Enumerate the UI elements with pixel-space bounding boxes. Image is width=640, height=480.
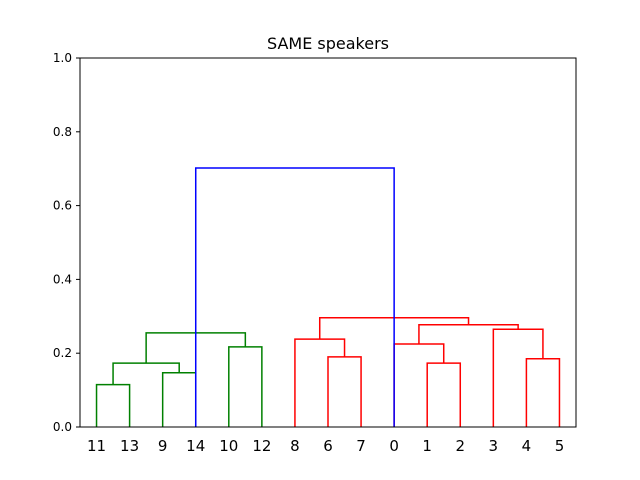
dendrogram-link-9 <box>525 357 561 427</box>
dendrogram-link-13 <box>194 167 395 427</box>
x-tick-label: 8 <box>290 437 300 455</box>
y-tick-label: 0.6 <box>53 199 72 213</box>
x-tick-label: 11 <box>87 437 106 455</box>
x-tick-label: 3 <box>489 437 499 455</box>
dendrogram-link-2 <box>112 362 180 385</box>
y-tick-label: 0.2 <box>53 346 72 360</box>
dendrogram-link-0 <box>95 383 131 427</box>
dendrogram-link-8 <box>393 343 445 427</box>
x-tick-label: 0 <box>389 437 399 455</box>
dendrogram-link-1 <box>161 372 197 427</box>
dendrogram-link-5 <box>327 356 362 427</box>
y-tick-label: 1.0 <box>53 51 72 65</box>
x-axis: 11 13 9 14 10 12 8 6 7 0 1 2 3 4 5 <box>87 437 564 455</box>
dendrogram-links <box>95 167 561 427</box>
dendrogram-link-10 <box>492 328 544 427</box>
dendrogram-link-3 <box>228 346 263 427</box>
x-tick-label: 5 <box>555 437 565 455</box>
dendrogram-link-6 <box>294 338 346 427</box>
y-axis: 0.0 0.2 0.4 0.6 0.8 1.0 <box>53 51 80 434</box>
x-tick-label: 14 <box>186 437 205 455</box>
x-tick-label: 12 <box>252 437 271 455</box>
y-tick-label: 0.8 <box>53 125 72 139</box>
x-tick-label: 13 <box>120 437 139 455</box>
dendrogram-link-7 <box>426 362 462 427</box>
y-tick-label: 0.4 <box>53 272 72 286</box>
plot-frame <box>79 57 577 428</box>
x-tick-label: 7 <box>356 437 366 455</box>
x-tick-label: 6 <box>323 437 333 455</box>
x-tick-label: 2 <box>455 437 465 455</box>
dendrogram-link-11 <box>418 324 519 344</box>
x-tick-label: 9 <box>158 437 168 455</box>
x-tick-label: 10 <box>219 437 238 455</box>
x-tick-label: 1 <box>422 437 432 455</box>
chart-title: SAME speakers <box>267 34 389 53</box>
x-tick-label: 4 <box>522 437 532 455</box>
y-tick-label: 0.0 <box>53 420 72 434</box>
